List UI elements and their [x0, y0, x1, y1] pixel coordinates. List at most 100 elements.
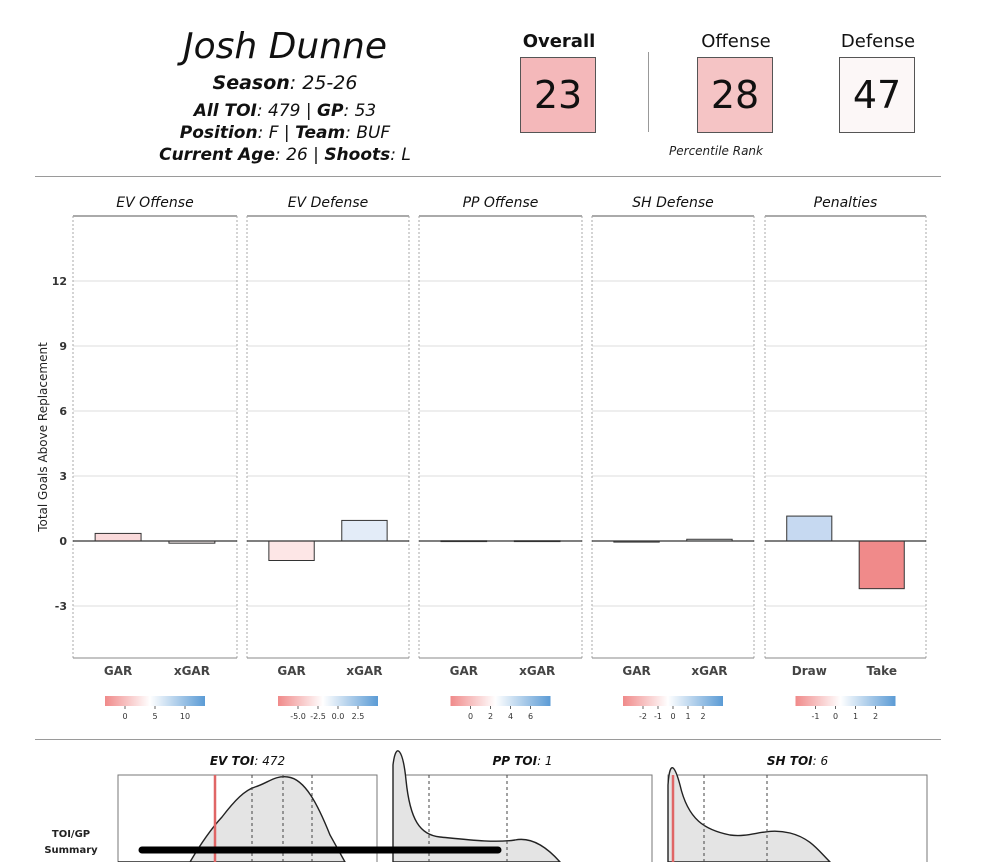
x-tick-label: Take [866, 664, 897, 678]
x-tick-label: xGAR [691, 664, 727, 678]
defense-label: Defense [840, 31, 916, 52]
position-team-line: Position: F | Team: BUF [179, 123, 391, 143]
panel-title: PP Offense [463, 195, 539, 211]
legend-tick-label: 4 [508, 712, 513, 721]
legend-tick-label: 1 [685, 712, 690, 721]
rank-divider [648, 52, 649, 132]
x-tick-label: xGAR [174, 664, 210, 678]
y-tick-label: 0 [59, 535, 67, 548]
legend-tick-label: -2.5 [310, 712, 326, 721]
gar-panel: PP Offense GAR xGAR 0 2 4 6 [418, 195, 583, 721]
legend-tick-label: 2 [700, 712, 705, 721]
y-tick-label: 9 [59, 340, 67, 353]
toi-value: : 6 [813, 754, 829, 768]
bar [268, 540, 315, 561]
color-legend-bar [278, 696, 378, 706]
y-axis-label: Total Goals Above Replacement [36, 342, 50, 533]
y-tick-label: -3 [55, 600, 67, 613]
toi-value: : 1 [537, 754, 553, 768]
legend-tick-label: -5.0 [290, 712, 306, 721]
y-tick-label: 12 [52, 275, 67, 288]
shoots-value: L [401, 145, 411, 165]
legend-tick-label: 6 [528, 712, 533, 721]
toi-panel-title: PP TOI: 1 [492, 754, 552, 768]
toi-label: SH TOI [767, 754, 813, 768]
x-tick-label: GAR [277, 664, 305, 678]
season-line: Season: 25-26 [212, 72, 358, 94]
toi-label: EV TOI [210, 754, 255, 768]
offense-label: Offense [701, 31, 771, 52]
density-curve [118, 775, 346, 862]
legend-tick-label: 1 [853, 712, 858, 721]
position-label: Position [179, 123, 258, 143]
toi-gp-line: All TOI: 479 | GP: 53 [193, 101, 377, 121]
age-value: 26 [286, 145, 308, 165]
gar-panel: EV Offense GAR xGAR 0 5 10 [72, 195, 238, 721]
gar-panel: EV Defense GAR xGAR -5.0 -2.5 0.0 2.5 [246, 195, 410, 721]
x-tick-label: xGAR [519, 664, 555, 678]
density-curve [667, 767, 831, 862]
legend-tick-label: 0 [833, 712, 838, 721]
toi-panel: SH TOI: 6 [667, 754, 928, 862]
header-divider [35, 176, 941, 177]
team-label: Team [295, 123, 346, 143]
shoots-label: Shoots [324, 145, 391, 165]
legend-tick-label: 0.0 [332, 712, 345, 721]
legend-tick-label: 0 [468, 712, 473, 721]
defense-rank-box: 47 [839, 57, 915, 133]
legend-tick-label: 0 [670, 712, 675, 721]
legend-tick-label: 2 [488, 712, 493, 721]
age-label: Current Age [159, 145, 275, 165]
gar-bar-chart: Total Goals Above Replacement-3036912EV … [36, 195, 927, 721]
overall-rank-box: 23 [520, 57, 596, 133]
panel-title: EV Offense [116, 195, 193, 211]
legend-tick-label: 5 [152, 712, 157, 721]
x-tick-label: Draw [792, 664, 827, 678]
x-tick-label: GAR [622, 664, 650, 678]
player-name: Josh Dunne [183, 26, 387, 67]
team-value: BUF [356, 123, 391, 143]
color-legend-bar [623, 696, 723, 706]
gp-label: GP [317, 101, 344, 121]
x-tick-label: xGAR [346, 664, 382, 678]
season-label: Season [212, 72, 290, 94]
legend-tick-label: 10 [180, 712, 190, 721]
overall-label: Overall [522, 31, 596, 52]
summary-divider [35, 739, 941, 740]
toi-summary-chart: TOI/GP Summary EV TOI: 472 PP TOI: 1 SH TOI:… [44, 750, 928, 862]
toi-label: PP TOI [492, 754, 537, 768]
toi-panel-title: SH TOI: 6 [767, 754, 829, 768]
toi-label: All TOI [193, 101, 257, 121]
x-tick-label: GAR [450, 664, 478, 678]
row-label: TOI/GP [52, 829, 90, 840]
row-label: Summary [44, 845, 98, 856]
legend-tick-label: 2 [873, 712, 878, 721]
gar-panel: SH Defense GAR xGAR -2 -1 0 1 2 [591, 195, 755, 721]
y-tick-label: 3 [59, 470, 67, 483]
toi-panel-title: EV TOI: 472 [210, 754, 285, 768]
bar [341, 519, 388, 542]
gar-panel: Penalties Draw Take -1 0 1 2 [764, 195, 927, 721]
toi-value: 479 [268, 101, 301, 121]
toi-panel: EV TOI: 472 [117, 754, 378, 862]
legend-tick-label: 2.5 [352, 712, 365, 721]
legend-tick-label: -2 [639, 712, 647, 721]
x-tick-label: GAR [104, 664, 132, 678]
offense-rank-box: 28 [697, 57, 773, 133]
color-legend-bar [795, 696, 896, 706]
panel-title: Penalties [814, 195, 878, 211]
panel-title: EV Defense [288, 195, 369, 211]
y-tick-label: 6 [59, 405, 67, 418]
color-legend-bar [105, 696, 205, 706]
toi-panel: PP TOI: 1 [392, 750, 653, 862]
season-value: 25-26 [302, 72, 358, 94]
position-value: F [268, 123, 279, 143]
color-legend-bar [450, 696, 551, 706]
bar [858, 540, 905, 590]
legend-tick-label: -1 [654, 712, 662, 721]
panel-title: SH Defense [632, 195, 714, 211]
bar [94, 532, 142, 542]
age-shoots-line: Current Age: 26 | Shoots: L [159, 145, 411, 165]
bar [786, 515, 833, 542]
legend-tick-label: -1 [812, 712, 820, 721]
